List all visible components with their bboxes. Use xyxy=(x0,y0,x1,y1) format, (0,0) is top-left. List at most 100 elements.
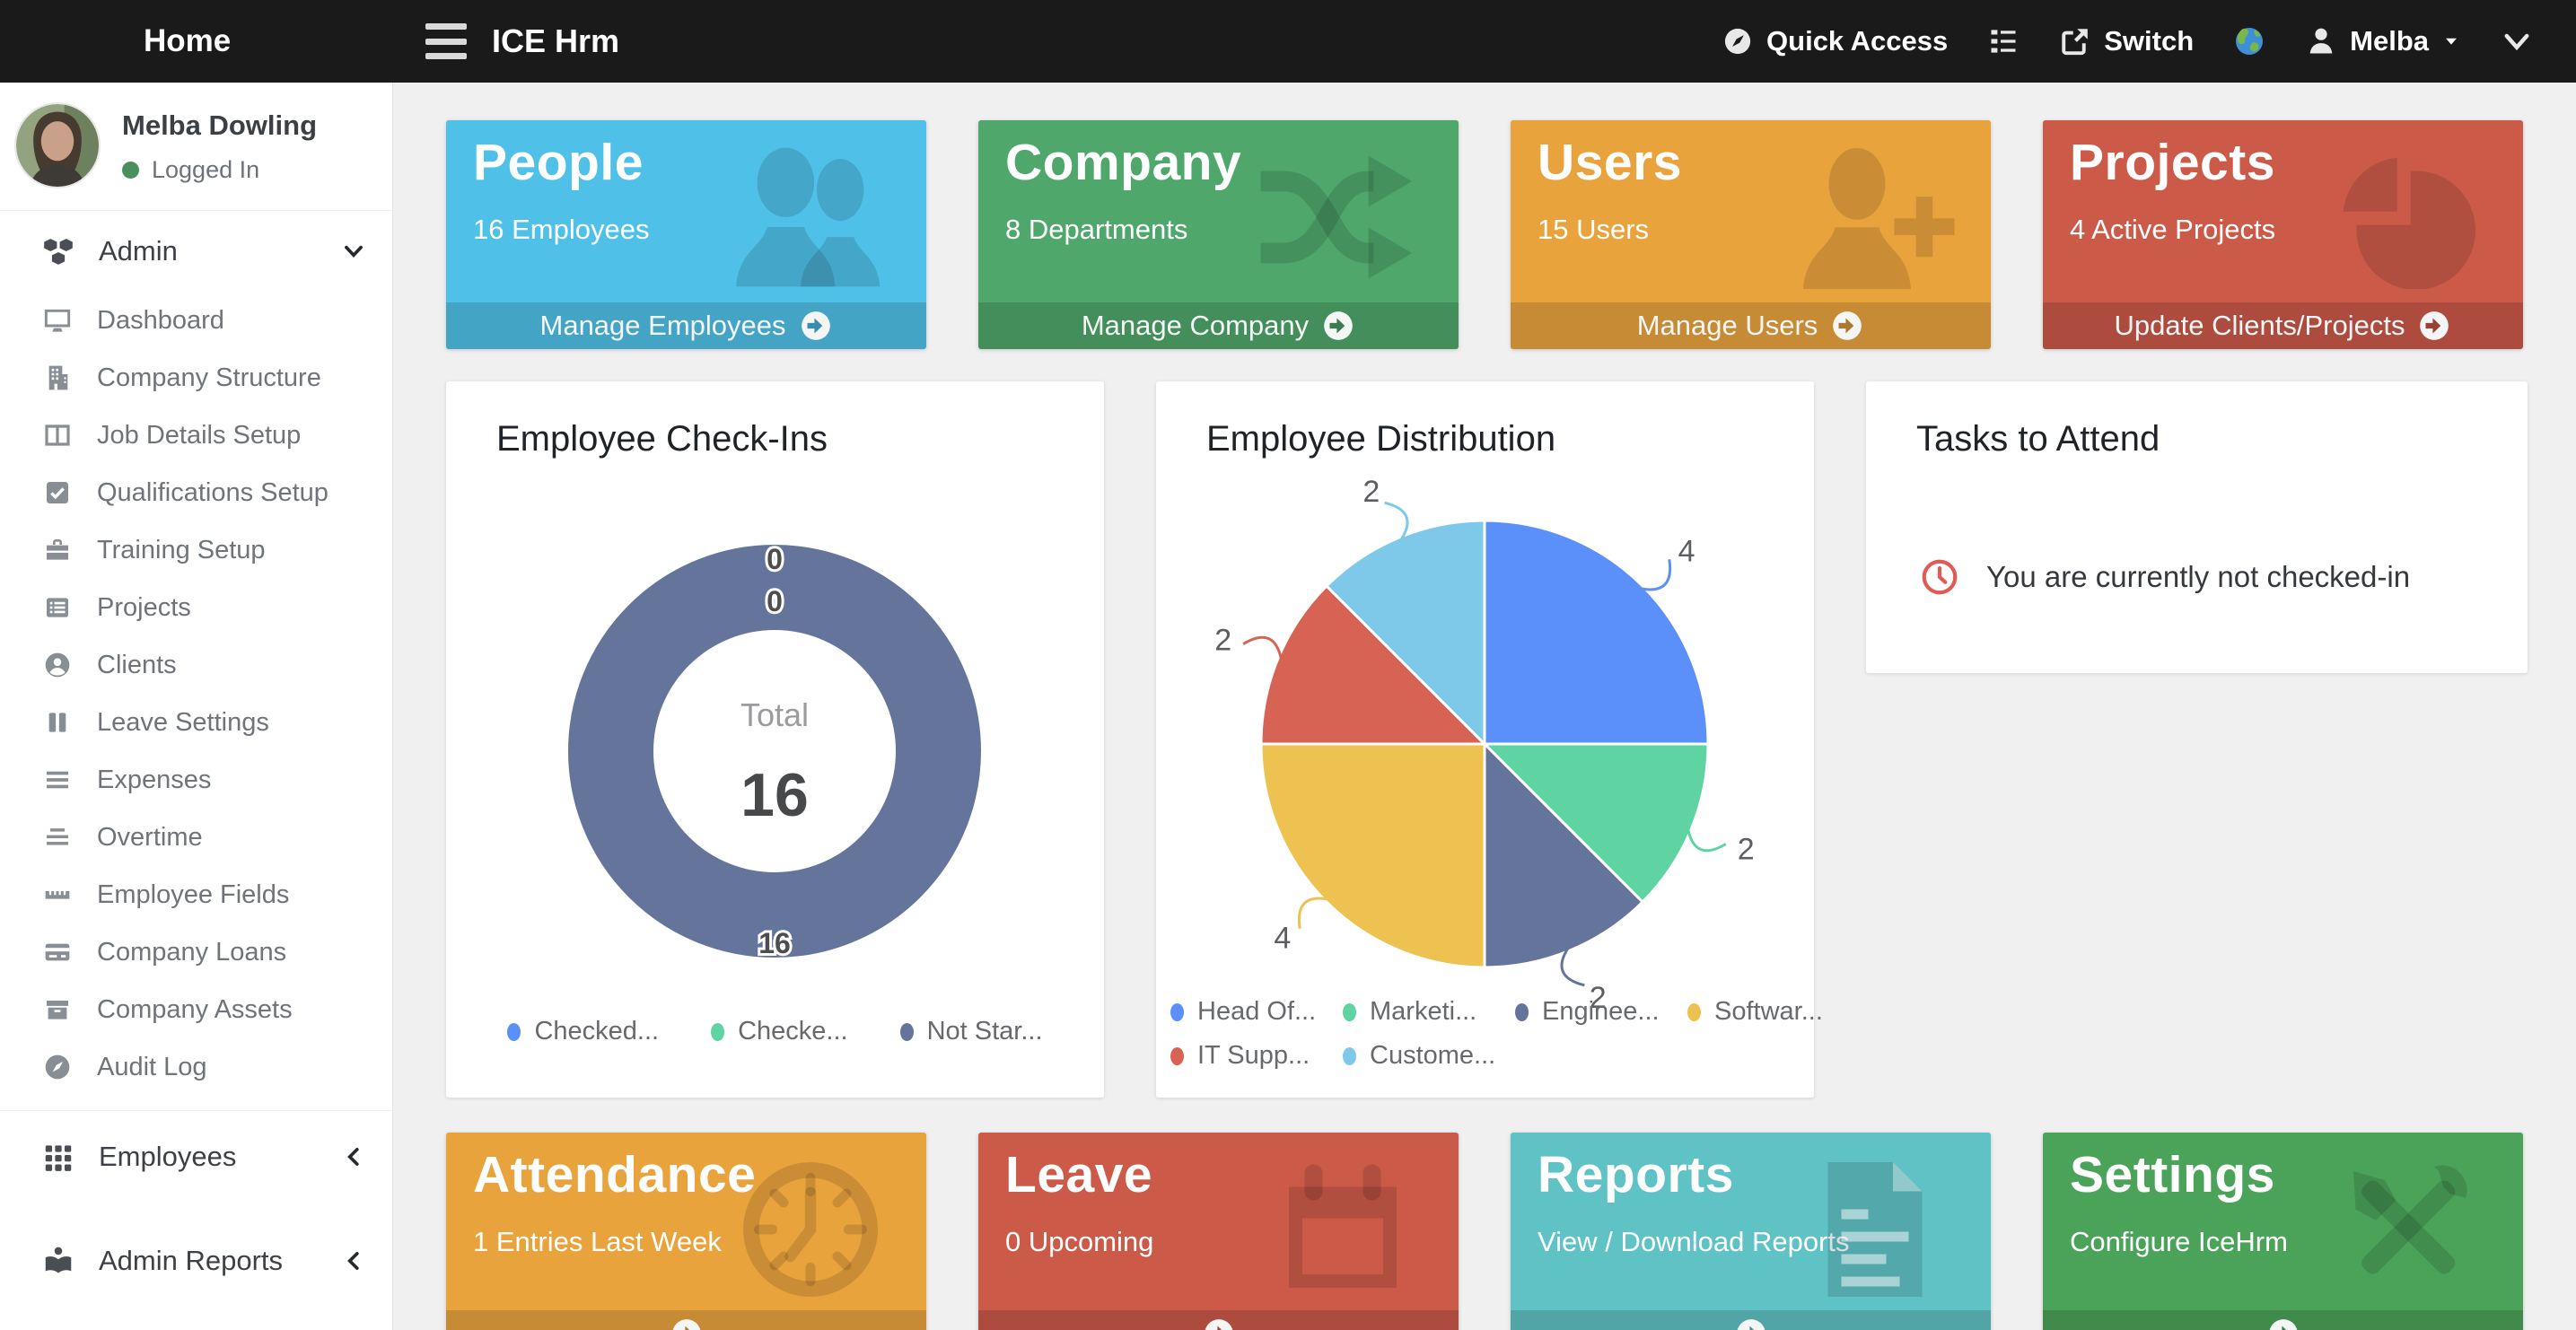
user-circle-icon xyxy=(43,651,72,679)
chevron-left-icon xyxy=(342,1249,365,1273)
distribution-legend-item-softwar[interactable]: Softwar... xyxy=(1687,997,1860,1027)
card-company[interactable]: Company 8 Departments Manage Company xyxy=(978,120,1459,349)
card-reports[interactable]: Reports View / Download Reports xyxy=(1511,1133,1991,1330)
checkins-legend-item-not-star[interactable]: Not Star... xyxy=(899,1017,1043,1046)
card-attendance[interactable]: Attendance 1 Entries Last Week xyxy=(446,1133,926,1330)
card-people-footer-link[interactable]: Manage Employees xyxy=(446,302,926,349)
grid-icon xyxy=(41,1140,75,1174)
card-people-title: People xyxy=(473,134,644,191)
app-brand[interactable]: ICE Hrm xyxy=(492,22,620,59)
sidebar-item-company-loans[interactable]: Company Loans xyxy=(0,923,392,981)
card-leave-title: Leave xyxy=(1005,1146,1153,1203)
user-menu[interactable]: Melba xyxy=(2305,25,2461,57)
legend-label: Checke... xyxy=(738,1017,848,1046)
task-message: You are currently not checked-in xyxy=(1986,560,2411,593)
file-icon xyxy=(1781,1158,1969,1301)
language-button[interactable] xyxy=(2233,25,2265,57)
compass-icon xyxy=(43,1053,72,1081)
sidebar-item-company-structure[interactable]: Company Structure xyxy=(0,349,392,407)
compass-icon xyxy=(1722,25,1754,57)
card-reports-footer-link[interactable] xyxy=(1511,1310,1991,1330)
charts-row: Employee Check-Ins Total 16 0 0 16 Checked..… xyxy=(446,381,2576,1098)
arrow-circle-right-icon xyxy=(2266,1317,2300,1330)
legend-label: Not Star... xyxy=(926,1017,1043,1046)
cubes-icon xyxy=(41,234,75,268)
legend-label: IT Supp... xyxy=(1197,1041,1310,1070)
sidebar-item-employee-fields[interactable]: Employee Fields xyxy=(0,866,392,923)
tasks-button[interactable] xyxy=(1987,25,2020,57)
legend-marker xyxy=(1170,1002,1184,1021)
sidebar-section-system[interactable]: System xyxy=(0,1325,392,1330)
sidebar-item-qualifications-setup[interactable]: Qualifications Setup xyxy=(0,464,392,521)
svg-text:4: 4 xyxy=(1274,922,1291,956)
caret-down-icon xyxy=(2441,31,2461,51)
sidebar-item-audit-log[interactable]: Audit Log xyxy=(0,1038,392,1096)
distribution-legend-item-custome[interactable]: Custome... xyxy=(1343,1041,1515,1071)
card-footer-label: Manage Users xyxy=(1636,310,1818,341)
card-attendance-footer-link[interactable] xyxy=(446,1310,926,1330)
arrow-circle-right-icon xyxy=(799,309,833,343)
top-navbar: Home ICE Hrm Quick Access Switch xyxy=(0,0,2576,83)
card-users[interactable]: Users 15 Users Manage Users xyxy=(1511,120,1991,349)
tasks-list-icon xyxy=(1987,25,2020,57)
sidebar-item-overtime[interactable]: Overtime xyxy=(0,809,392,866)
tasks-card-title: Tasks to Attend xyxy=(1916,419,2160,459)
quick-access-button[interactable]: Quick Access xyxy=(1722,25,1948,57)
card-attendance-title: Attendance xyxy=(473,1146,757,1203)
sidebar-section-employees[interactable]: Employees xyxy=(0,1116,392,1197)
distribution-chart-title: Employee Distribution xyxy=(1206,419,1556,459)
switch-label: Switch xyxy=(2104,25,2195,57)
legend-label: Enginee... xyxy=(1542,997,1660,1026)
hamburger-icon[interactable] xyxy=(425,23,467,59)
check-square-icon xyxy=(43,478,72,507)
sidebar-item-label: Company Structure xyxy=(97,363,321,392)
people-icon xyxy=(716,145,905,289)
distribution-legend-item-marketi[interactable]: Marketi... xyxy=(1343,997,1515,1027)
card-users-subtitle: 15 Users xyxy=(1538,214,1650,245)
legend-label: Softwar... xyxy=(1714,997,1823,1026)
legend-marker xyxy=(711,1022,725,1041)
sidebar-item-job-details-setup[interactable]: Job Details Setup xyxy=(0,407,392,464)
tasks-card: Tasks to Attend You are currently not ch… xyxy=(1866,381,2528,673)
sidebar-item-label: Projects xyxy=(97,592,191,622)
sidebar-item-clients[interactable]: Clients xyxy=(0,636,392,694)
sidebar-item-label: Clients xyxy=(97,650,177,679)
sidebar-item-expenses[interactable]: Expenses xyxy=(0,751,392,809)
distribution-chart-card: Employee Distribution 4 2 2 4 2 2 Head Of... M… xyxy=(1156,381,1823,1098)
sidebar-item-leave-settings[interactable]: Leave Settings xyxy=(0,694,392,751)
card-leave[interactable]: Leave 0 Upcoming xyxy=(978,1133,1459,1330)
card-projects-footer-link[interactable]: Update Clients/Projects xyxy=(2043,302,2523,349)
distribution-legend-item-it-supp[interactable]: IT Supp... xyxy=(1170,1041,1343,1071)
sidebar-section-admin-reports[interactable]: Admin Reports xyxy=(0,1221,392,1301)
collapse-navbar-button[interactable] xyxy=(2501,25,2533,57)
legend-label: Head Of... xyxy=(1197,997,1317,1026)
checkins-legend-item-checke[interactable]: Checke... xyxy=(711,1017,848,1046)
user-name-label: Melba xyxy=(2350,25,2429,57)
card-settings[interactable]: Settings Configure IceHrm xyxy=(2043,1133,2523,1330)
sidebar-item-projects[interactable]: Projects xyxy=(0,579,392,636)
card-settings-footer-link[interactable] xyxy=(2043,1310,2523,1330)
columns-icon xyxy=(43,421,72,450)
sidebar-section-admin[interactable]: Admin xyxy=(0,211,392,292)
sidebar-item-company-assets[interactable]: Company Assets xyxy=(0,981,392,1038)
checkins-legend-item-checked[interactable]: Checked... xyxy=(507,1017,659,1046)
switch-button[interactable]: Switch xyxy=(2059,25,2194,57)
card-users-title: Users xyxy=(1538,134,1682,191)
tools-icon xyxy=(2313,1158,2502,1301)
card-users-footer-link[interactable]: Manage Users xyxy=(1511,302,1991,349)
align-icon xyxy=(43,823,72,852)
card-people[interactable]: People 16 Employees Manage Employees xyxy=(446,120,926,349)
card-company-footer-link[interactable]: Manage Company xyxy=(978,302,1459,349)
sidebar-divider xyxy=(0,1110,392,1111)
nav-home-link[interactable]: Home xyxy=(144,23,232,58)
chevron-down-icon xyxy=(342,240,365,263)
distribution-legend-item-head-of[interactable]: Head Of... xyxy=(1170,997,1343,1027)
sidebar-spacer xyxy=(0,1301,392,1325)
card-projects[interactable]: Projects 4 Active Projects Update Clients/… xyxy=(2043,120,2523,349)
arrow-circle-right-icon xyxy=(1830,309,1864,343)
distribution-legend-item-enginee[interactable]: Enginee... xyxy=(1515,997,1687,1027)
sidebar-item-dashboard[interactable]: Dashboard xyxy=(0,292,392,349)
card-leave-footer-link[interactable] xyxy=(978,1310,1459,1330)
sidebar-item-training-setup[interactable]: Training Setup xyxy=(0,521,392,579)
switch-external-icon xyxy=(2059,25,2091,57)
